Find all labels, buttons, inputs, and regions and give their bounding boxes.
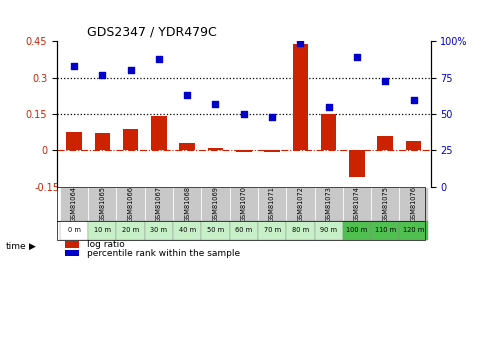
Bar bbox=[314, 221, 343, 240]
Text: 40 m: 40 m bbox=[179, 227, 196, 233]
Text: GSM81071: GSM81071 bbox=[269, 186, 275, 221]
Bar bbox=[123, 129, 138, 150]
Text: 60 m: 60 m bbox=[235, 227, 252, 233]
Point bbox=[410, 97, 418, 102]
Text: GSM81066: GSM81066 bbox=[127, 186, 133, 222]
Bar bbox=[286, 221, 314, 240]
Bar bbox=[173, 187, 201, 221]
Bar bbox=[349, 150, 365, 177]
Bar bbox=[399, 221, 428, 240]
Text: 10 m: 10 m bbox=[94, 227, 111, 233]
Text: percentile rank within the sample: percentile rank within the sample bbox=[87, 249, 240, 258]
Point bbox=[70, 63, 78, 69]
Text: 70 m: 70 m bbox=[263, 227, 281, 233]
Bar bbox=[173, 221, 201, 240]
Text: 0 m: 0 m bbox=[67, 227, 80, 233]
Bar bbox=[258, 221, 286, 240]
Point bbox=[183, 92, 191, 98]
Bar bbox=[201, 221, 230, 240]
Point bbox=[98, 72, 106, 78]
Text: GSM81070: GSM81070 bbox=[241, 186, 247, 222]
Text: 80 m: 80 m bbox=[292, 227, 309, 233]
Bar bbox=[64, 241, 79, 247]
Text: 30 m: 30 m bbox=[150, 227, 168, 233]
Text: GSM81075: GSM81075 bbox=[382, 186, 388, 222]
Point bbox=[126, 68, 134, 73]
Text: 120 m: 120 m bbox=[403, 227, 424, 233]
Text: GSM81065: GSM81065 bbox=[99, 186, 105, 222]
Bar bbox=[180, 143, 195, 150]
Bar bbox=[145, 187, 173, 221]
Bar bbox=[145, 221, 173, 240]
Text: 110 m: 110 m bbox=[374, 227, 396, 233]
Text: 100 m: 100 m bbox=[346, 227, 368, 233]
Text: 20 m: 20 m bbox=[122, 227, 139, 233]
Bar bbox=[321, 114, 336, 150]
Text: log ratio: log ratio bbox=[87, 240, 124, 249]
Text: GSM81073: GSM81073 bbox=[326, 186, 332, 221]
Bar bbox=[201, 187, 230, 221]
Point bbox=[381, 78, 389, 83]
Bar bbox=[343, 187, 371, 221]
Bar bbox=[66, 132, 82, 150]
Bar bbox=[343, 221, 371, 240]
Bar bbox=[88, 221, 117, 240]
Bar bbox=[117, 187, 145, 221]
Bar bbox=[208, 148, 223, 150]
Bar bbox=[60, 187, 88, 221]
Point bbox=[240, 111, 248, 117]
Bar bbox=[151, 117, 167, 150]
Point bbox=[211, 101, 219, 107]
Bar bbox=[64, 250, 79, 256]
Text: GSM81068: GSM81068 bbox=[184, 186, 190, 222]
Text: ▶: ▶ bbox=[29, 242, 36, 251]
Text: GSM81072: GSM81072 bbox=[298, 186, 304, 222]
Text: GSM81064: GSM81064 bbox=[71, 186, 77, 222]
Bar bbox=[258, 187, 286, 221]
Bar bbox=[236, 150, 251, 151]
Point bbox=[325, 104, 333, 109]
Point bbox=[268, 114, 276, 120]
Bar bbox=[264, 150, 280, 151]
Bar bbox=[60, 221, 88, 240]
Text: GSM81074: GSM81074 bbox=[354, 186, 360, 222]
Bar bbox=[406, 141, 421, 150]
Bar bbox=[117, 221, 145, 240]
Bar bbox=[230, 221, 258, 240]
Bar bbox=[314, 187, 343, 221]
Text: time: time bbox=[6, 242, 27, 251]
Bar bbox=[230, 187, 258, 221]
Point bbox=[297, 40, 305, 46]
Bar bbox=[399, 187, 428, 221]
Text: GDS2347 / YDR479C: GDS2347 / YDR479C bbox=[87, 26, 217, 39]
Bar bbox=[95, 134, 110, 150]
Text: GSM81067: GSM81067 bbox=[156, 186, 162, 222]
Text: -0.15: -0.15 bbox=[35, 183, 60, 193]
Text: GSM81069: GSM81069 bbox=[212, 186, 219, 221]
Bar bbox=[286, 187, 314, 221]
Text: GSM81076: GSM81076 bbox=[411, 186, 417, 222]
Bar bbox=[371, 221, 399, 240]
Point bbox=[155, 56, 163, 62]
Point bbox=[353, 55, 361, 60]
Text: 90 m: 90 m bbox=[320, 227, 337, 233]
Bar bbox=[377, 136, 393, 150]
Text: 50 m: 50 m bbox=[207, 227, 224, 233]
Bar bbox=[293, 44, 308, 150]
Bar bbox=[371, 187, 399, 221]
Bar bbox=[88, 187, 117, 221]
